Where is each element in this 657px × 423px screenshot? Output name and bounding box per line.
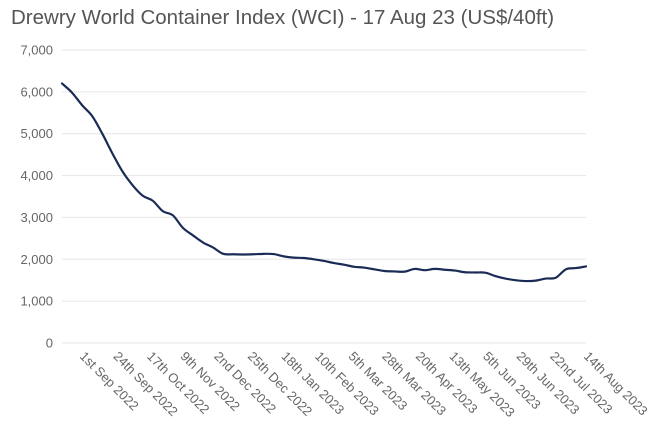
- y-tick-label: 5,000: [20, 126, 53, 141]
- y-tick-label: 6,000: [20, 84, 53, 99]
- y-axis-ticks: 0 1,000 2,000 3,000 4,000 5,000 6,000 7,000: [20, 43, 53, 351]
- y-tick-label: 2,000: [20, 252, 53, 267]
- series-lines: [60, 82, 588, 283]
- y-tick-label: 1,000: [20, 294, 53, 309]
- y-tick-label: 7,000: [20, 43, 53, 58]
- y-tick-label: 0: [46, 336, 53, 351]
- y-tick-label: 3,000: [20, 210, 53, 225]
- series-line-wci: [60, 82, 588, 283]
- grid-lines: [62, 49, 586, 344]
- y-tick-label: 4,000: [20, 168, 53, 183]
- chart-title: Drewry World Container Index (WCI) - 17 …: [11, 6, 555, 29]
